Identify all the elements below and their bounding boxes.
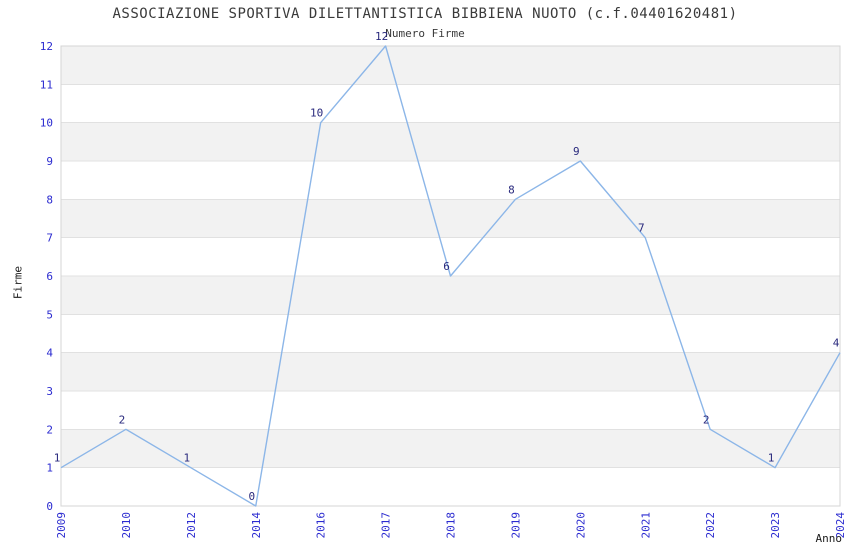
x-tick-label: 2022: [704, 512, 717, 539]
x-tick-label: 2018: [445, 512, 458, 539]
x-tick-label: 2023: [769, 512, 782, 539]
x-tick-label: 2021: [639, 512, 652, 539]
y-tick-label: 8: [46, 193, 53, 206]
grid-band: [61, 429, 840, 468]
data-label: 1: [768, 452, 775, 465]
y-tick-label: 0: [46, 500, 53, 513]
data-label: 12: [375, 30, 388, 43]
x-tick-label: 2017: [380, 512, 393, 539]
x-tick-label: 2012: [185, 512, 198, 539]
y-tick-label: 4: [46, 347, 53, 360]
data-label: 1: [184, 452, 191, 465]
data-label: 6: [443, 260, 450, 273]
data-label: 2: [119, 413, 126, 426]
x-tick-label: 2024: [834, 512, 847, 539]
chart-subtitle: Numero Firme: [385, 27, 465, 40]
grid-band: [61, 199, 840, 238]
data-label: 8: [508, 183, 515, 196]
y-tick-label: 10: [40, 117, 53, 130]
y-tick-label: 3: [46, 385, 53, 398]
grid-band: [61, 46, 840, 85]
x-tick-label: 2020: [574, 512, 587, 539]
grid-band: [61, 352, 840, 391]
y-tick-label: 5: [46, 308, 53, 321]
data-label: 9: [573, 145, 580, 158]
series-line-firme: [60, 45, 841, 507]
y-tick-label: 6: [46, 270, 53, 283]
x-axis-label: Anno: [815, 532, 843, 545]
data-label: 2: [703, 413, 710, 426]
grid-band: [61, 122, 840, 161]
grid-band: [61, 276, 840, 315]
data-label: 4: [833, 337, 840, 350]
y-tick-label: 1: [46, 462, 53, 475]
data-label: 7: [638, 222, 645, 235]
x-tick-label: 2009: [55, 512, 68, 539]
data-label: 10: [310, 107, 323, 120]
x-tick-label: 2014: [250, 512, 263, 539]
chart-title: ASSOCIAZIONE SPORTIVA DILETTANTISTICA BI…: [112, 6, 738, 22]
y-tick-label: 9: [46, 155, 53, 168]
plot-border: [60, 45, 841, 507]
y-tick-label: 2: [46, 423, 53, 436]
data-label: 0: [248, 490, 255, 503]
y-tick-label: 11: [40, 78, 53, 91]
x-tick-label: 2010: [120, 512, 133, 539]
y-tick-label: 12: [40, 40, 53, 53]
x-tick-label: 2016: [315, 512, 328, 539]
y-tick-label: 7: [46, 232, 53, 245]
data-label: 1: [54, 452, 61, 465]
x-tick-label: 2019: [509, 512, 522, 539]
